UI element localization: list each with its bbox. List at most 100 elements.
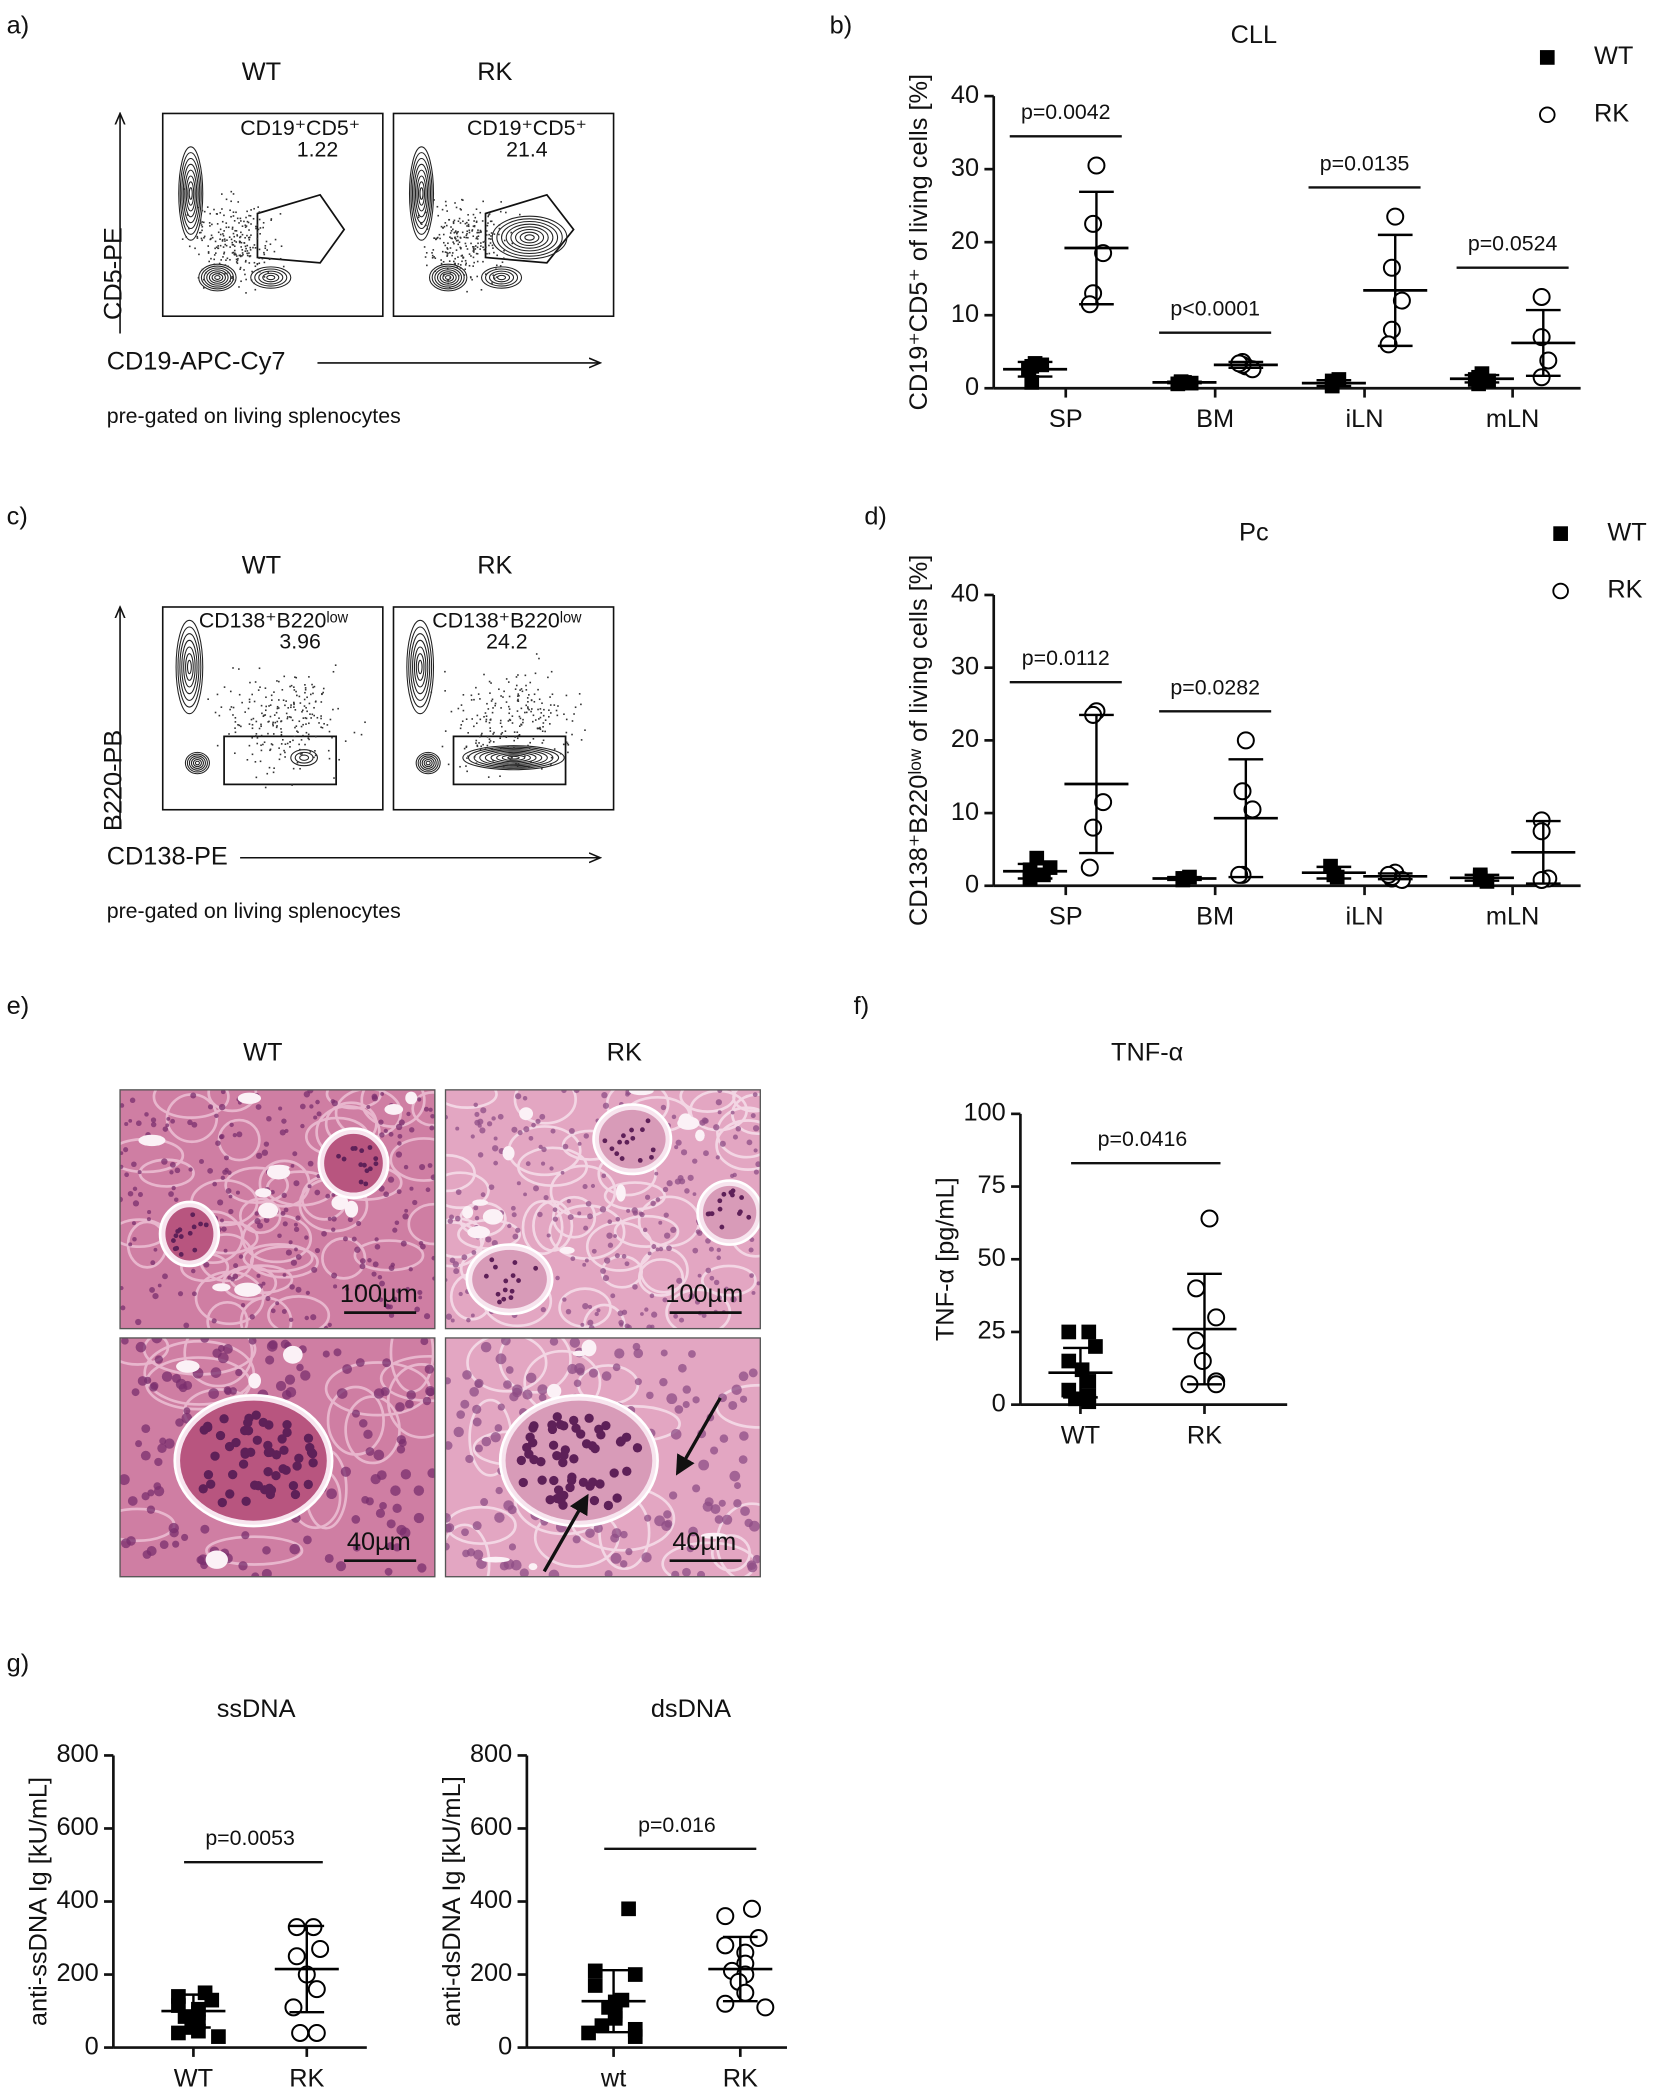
event-dot — [520, 723, 522, 726]
event-dot — [457, 707, 460, 710]
event-dot — [221, 208, 223, 210]
nucleus — [261, 1568, 272, 1577]
event-dot — [446, 247, 448, 249]
nucleus — [593, 1523, 603, 1533]
nucleus — [352, 1543, 361, 1552]
nucleus — [378, 1119, 384, 1125]
event-dot — [230, 215, 232, 218]
nucleus — [688, 1526, 698, 1537]
event-dot — [305, 717, 308, 720]
event-dot — [492, 741, 495, 743]
image-frame — [444, 1337, 761, 1578]
event-dot — [337, 707, 339, 710]
event-dot — [320, 726, 322, 729]
nucleus — [640, 1312, 644, 1316]
nucleus — [445, 1523, 452, 1533]
lumen — [581, 1339, 597, 1357]
glomerular-nucleus — [241, 1496, 251, 1506]
event-dot — [237, 257, 239, 260]
event-dot — [264, 709, 267, 712]
nucleus — [278, 1106, 283, 1111]
event-dot — [272, 721, 274, 724]
nucleus — [321, 1230, 327, 1237]
event-dot — [479, 229, 482, 232]
event-dot — [517, 763, 520, 766]
event-dot — [276, 725, 278, 727]
event-dot — [235, 241, 238, 243]
point — [742, 1899, 761, 1918]
glomerular-nucleus — [587, 1441, 598, 1451]
event-dot — [565, 731, 568, 734]
event-dot — [465, 236, 468, 239]
event-dot — [580, 703, 582, 706]
event-dot — [476, 252, 479, 255]
event-dot — [461, 254, 464, 257]
nucleus — [694, 1299, 701, 1305]
event-dot — [450, 226, 452, 228]
point — [1379, 335, 1398, 354]
nucleus — [146, 1217, 151, 1222]
event-dot — [328, 757, 331, 760]
nucleus — [304, 1315, 309, 1321]
event-dot — [218, 273, 220, 275]
nucleus — [280, 1339, 290, 1349]
glomerular-nucleus — [373, 1156, 379, 1162]
tubule — [445, 1171, 490, 1210]
event-dot — [472, 235, 475, 238]
event-dot — [472, 246, 474, 248]
event-dot — [289, 741, 291, 743]
event-dot — [251, 753, 254, 756]
tubule — [267, 1295, 331, 1329]
contour — [419, 755, 437, 771]
event-dot — [453, 260, 455, 263]
nucleus — [658, 1246, 664, 1252]
point — [1207, 1308, 1226, 1327]
nucleus — [120, 1474, 130, 1486]
glomerular-nucleus — [303, 1479, 313, 1490]
nucleus — [126, 1536, 136, 1546]
nucleus — [751, 1290, 756, 1295]
nucleus — [333, 1284, 338, 1289]
lumen — [176, 1360, 200, 1373]
lumen — [629, 1089, 654, 1096]
nucleus — [132, 1200, 140, 1207]
y-axis-label: CD19⁺CD5⁺ of living cells [%] — [905, 74, 933, 410]
event-dot — [308, 722, 310, 725]
nucleus — [327, 1216, 332, 1221]
event-dot — [483, 248, 485, 251]
event-dot — [571, 720, 574, 722]
nucleus — [511, 1559, 522, 1571]
event-dot — [248, 252, 250, 254]
event-dot — [284, 751, 286, 754]
nucleus — [655, 1247, 660, 1252]
event-dot — [211, 236, 214, 239]
nucleus — [698, 1459, 710, 1471]
nucleus — [666, 1180, 673, 1187]
event-dot — [279, 257, 282, 260]
event-dot — [262, 743, 264, 746]
event-dot — [254, 265, 257, 268]
nucleus — [188, 1167, 193, 1172]
event-dot — [489, 730, 492, 732]
event-dot — [472, 247, 475, 250]
event-dot — [517, 693, 520, 695]
nucleus — [512, 1384, 523, 1396]
event-dot — [489, 727, 492, 729]
nucleus — [490, 1432, 501, 1443]
nucleus — [146, 1546, 157, 1557]
nucleus — [587, 1213, 593, 1220]
event-dot — [529, 741, 531, 744]
nucleus — [218, 1103, 226, 1111]
nucleus — [734, 1482, 741, 1490]
event-dot — [260, 725, 262, 728]
nucleus — [183, 1407, 191, 1415]
nucleus — [543, 1194, 549, 1201]
y-tick-label: 10 — [951, 300, 979, 328]
nucleus — [402, 1213, 409, 1220]
event-dot — [214, 252, 217, 254]
lumen — [384, 1104, 404, 1115]
y-tick-label: 50 — [978, 1244, 1006, 1272]
nucleus — [140, 1450, 151, 1461]
nucleus — [505, 1366, 514, 1374]
event-dot — [255, 227, 257, 230]
